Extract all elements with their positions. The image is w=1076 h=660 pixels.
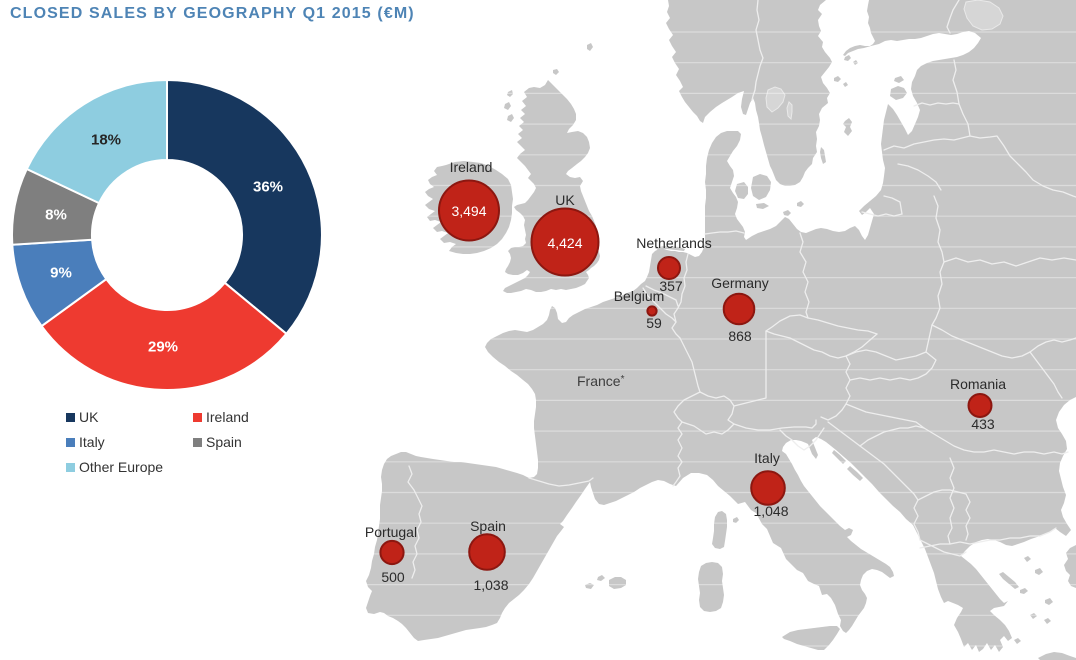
svg-text:1,048: 1,048 bbox=[753, 503, 788, 519]
svg-text:Germany: Germany bbox=[711, 275, 769, 291]
svg-text:Spain: Spain bbox=[470, 518, 506, 534]
svg-text:3,494: 3,494 bbox=[451, 203, 486, 219]
svg-text:France*: France* bbox=[577, 373, 625, 389]
svg-text:4,424: 4,424 bbox=[547, 235, 582, 251]
svg-text:Ireland: Ireland bbox=[450, 159, 493, 175]
svg-text:868: 868 bbox=[728, 328, 752, 344]
svg-text:433: 433 bbox=[971, 416, 995, 432]
svg-text:Italy: Italy bbox=[754, 450, 780, 466]
svg-text:Portugal: Portugal bbox=[365, 524, 417, 540]
svg-text:UK: UK bbox=[555, 192, 575, 208]
svg-text:9%: 9% bbox=[50, 265, 72, 282]
svg-text:8%: 8% bbox=[45, 207, 67, 224]
svg-text:29%: 29% bbox=[148, 339, 178, 356]
svg-text:Romania: Romania bbox=[950, 376, 1006, 392]
svg-text:18%: 18% bbox=[91, 132, 121, 149]
svg-text:Netherlands: Netherlands bbox=[636, 235, 712, 251]
svg-text:1,038: 1,038 bbox=[473, 577, 508, 593]
svg-text:Belgium: Belgium bbox=[614, 288, 665, 304]
svg-text:357: 357 bbox=[659, 278, 683, 294]
svg-text:59: 59 bbox=[646, 315, 662, 331]
svg-text:36%: 36% bbox=[253, 179, 283, 196]
svg-text:500: 500 bbox=[381, 569, 405, 585]
